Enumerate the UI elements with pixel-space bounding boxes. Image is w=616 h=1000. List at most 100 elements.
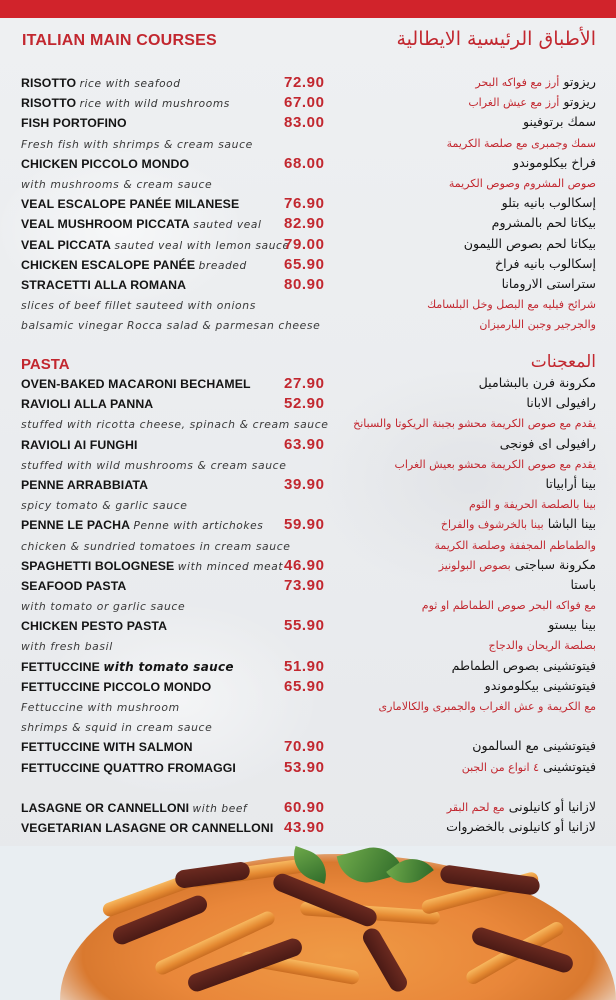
item-description-ar: شرائح فيليه مع البصل وخل البلسامك (427, 298, 596, 312)
menu-item: FETTUCCINE QUATTRO FROMAGGI 53.90 فيتوتشي… (0, 758, 616, 778)
menu-item: RAVIOLI AI FUNGHI 63.90 رافيولى اى فونجى (0, 435, 616, 455)
item-en: RAVIOLI AI FUNGHI (21, 438, 137, 452)
item-name: STRACETTI ALLA ROMANA (21, 277, 187, 292)
item-price: 63.90 (284, 435, 325, 453)
item-en: with fresh basil (21, 639, 113, 653)
item-description: Penne with artichokes (133, 520, 264, 533)
menu-item-description: Fresh fish with shrimps & cream sauce سمك… (0, 134, 616, 154)
item-description-ar: والطماطم المجففة وصلصة الكريمة (434, 538, 596, 552)
item-ar: لازانيا أو كانيلونى مع لحم البقر (447, 799, 596, 814)
item-name-ar: ستراستى الارومانا (501, 275, 596, 291)
item-name-ar: فيتوتشينى (543, 758, 596, 774)
item-ar: بينا أرابياتا (545, 476, 596, 491)
pasta-header: PASTA المعجنات (0, 352, 616, 376)
item-price: 73.90 (284, 576, 325, 594)
item-en: SPAGHETTI BOLOGNESE with minced meat (21, 559, 283, 573)
menu-item: FETTUCCINE PICCOLO MONDO 65.90 فيتوتشينى … (0, 677, 616, 697)
item-en: FETTUCCINE with tomato sauce (21, 660, 234, 674)
item-ar: والطماطم المجففة وصلصة الكريمة (434, 537, 596, 552)
item-ar: ريزوتو أرز مع عيش الغراب (468, 94, 596, 109)
item-description-ar: بينا بالخرشوف والفراخ (440, 518, 544, 532)
item-en: PENNE LE PACHA Penne with artichokes (21, 518, 263, 532)
item-price: 60.90 (284, 798, 325, 816)
item-description: sauted veal (193, 219, 262, 232)
item-ar: ريزوتو أرز مع فواكه البحر (475, 74, 596, 89)
pasta-title-ar: المعجنات (530, 352, 596, 372)
item-description: stuffed with wild mushrooms & cream sauc… (21, 458, 287, 472)
item-price: 55.90 (284, 617, 325, 635)
item-price: 76.90 (284, 195, 325, 213)
menu-item: LASAGNE OR CANNELLONI with beef 60.90 لازا… (0, 798, 616, 818)
item-description: rice with seafood (79, 78, 181, 90)
item-price: 51.90 (284, 657, 325, 675)
menu-item: VEAL PICCATA sauted veal with lemon sauc… (0, 235, 616, 255)
item-price: 52.90 (284, 395, 325, 413)
item-name-ar: فيتوتشينى بيكلوموندو (484, 677, 596, 693)
item-name: RISOTTO (21, 96, 77, 111)
item-name-ar: باستا (570, 576, 596, 592)
item-name: VEGETARIAN LASAGNE OR CANNELLONI (21, 821, 274, 836)
item-name-ar: إسكالوب بانيه بتلو (501, 195, 596, 211)
item-description-ar: مع الكريمة و عش الغراب والجمبرى والكالام… (378, 700, 596, 713)
item-en: RISOTTO rice with wild mushrooms (21, 96, 230, 110)
item-ar: فراخ بيكلوموندو (513, 155, 596, 170)
item-price: 27.90 (284, 375, 325, 392)
item-ar: فيتوتشينى مع السالمون (472, 738, 596, 753)
item-ar: والجرجير وجبن البارميزان (479, 316, 596, 331)
item-description-ar: سمك وجمبرى مع صلصة الكريمة (446, 136, 596, 150)
item-description: rice with wild mushrooms (79, 98, 230, 111)
item-name-ar: فراخ بيكلوموندو (513, 154, 596, 170)
item-en: balsamic vinegar Rocca salad & parmesan … (21, 318, 320, 332)
main-courses-list: RISOTTO rice with seafood 72.90 ريزوتو أرز… (0, 73, 616, 335)
menu-item: FISH PORTOFINO 83.00 سمك برتوفينو (0, 113, 616, 133)
menu-item: RISOTTO rice with seafood 72.90 ريزوتو أرز… (0, 73, 616, 93)
item-ar: مكرونة فرن بالبشاميل (479, 375, 596, 390)
item-name-ar: فيتوتشينى بصوص الطماطم (451, 657, 596, 673)
item-ar: مكرونة سباجتى بصوص البولونيز (439, 557, 596, 572)
item-name-ar: بينا أرابياتا (545, 475, 596, 491)
item-price: 70.90 (284, 738, 325, 756)
item-en: Fresh fish with shrimps & cream sauce (21, 137, 253, 151)
item-en: with tomato or garlic sauce (21, 599, 185, 613)
item-en: FETTUCCINE QUATTRO FROMAGGI (21, 761, 236, 775)
top-red-bar (0, 0, 616, 18)
menu-item: VEAL MUSHROOM PICCATA sauted veal 82.90 بي… (0, 214, 616, 234)
menu-item: VEAL ESCALOPE PANÉE MILANESE 76.90 إسكالو… (0, 194, 616, 214)
item-en: CHICKEN PESTO PASTA (21, 619, 167, 633)
item-en: FETTUCCINE PICCOLO MONDO (21, 680, 211, 694)
item-name: FETTUCCINE PICCOLO MONDO (21, 679, 212, 694)
menu-item: PENNE LE PACHA Penne with artichokes 59.9… (0, 515, 616, 535)
menu-item-description: spicy tomato & garlic sauce بينا بالصلصة … (0, 495, 616, 515)
item-en: LASAGNE OR CANNELLONI with beef (21, 801, 247, 815)
menu-item-description: stuffed with ricotta cheese, spinach & c… (0, 414, 616, 434)
item-en: STRACETTI ALLA ROMANA (21, 278, 186, 292)
item-name: LASAGNE OR CANNELLONI (21, 800, 190, 815)
item-name-ar: ريزوتو (563, 94, 596, 110)
menu-item: FETTUCCINE with tomato sauce 51.90 فيتوتشي… (0, 657, 616, 677)
item-ar: ستراستى الارومانا (502, 276, 596, 291)
item-price: 79.00 (284, 235, 325, 253)
item-description-ar: مع فواكه البحر صوص الطماطم او ثوم (421, 599, 596, 613)
item-description-ar: أرز مع فواكه البحر (475, 76, 560, 89)
item-name-ar: مكرونة فرن بالبشاميل (478, 375, 596, 390)
item-ar: سمك وجمبرى مع صلصة الكريمة (447, 135, 596, 150)
item-name: PENNE LE PACHA (21, 518, 131, 533)
menu-item: STRACETTI ALLA ROMANA 80.90 ستراستى الارو… (0, 275, 616, 295)
item-en: shrimps & squid in cream sauce (21, 720, 212, 734)
item-price: 46.90 (284, 556, 325, 574)
item-en: spicy tomato & garlic sauce (21, 498, 187, 512)
menu-item: RISOTTO rice with wild mushrooms 67.00 ريز… (0, 93, 616, 113)
item-description: chicken & sundried tomatoes in cream sau… (21, 539, 291, 553)
menu-item: CHICKEN ESCALOPE PANÉE breaded 65.90 إسكال… (0, 255, 616, 275)
item-name-ar: إسكالوب بانيه فراخ (494, 255, 596, 271)
item-description: balsamic vinegar Rocca salad & parmesan … (21, 319, 321, 333)
item-description-ar: ٤ انواع من الجبن (461, 760, 540, 774)
item-price: 39.90 (284, 475, 325, 493)
menu-item-description: chicken & sundried tomatoes in cream sau… (0, 536, 616, 556)
item-ar: باستا (570, 577, 596, 592)
item-name-ar: رافيولى الابانا (526, 395, 596, 411)
item-description: Fresh fish with shrimps & cream sauce (21, 137, 253, 151)
item-name: CHICKEN ESCALOPE PANÉE (21, 257, 196, 272)
item-name: OVEN-BAKED MACARONI BECHAMEL (21, 377, 251, 391)
item-description: with tomato or garlic sauce (21, 600, 186, 614)
